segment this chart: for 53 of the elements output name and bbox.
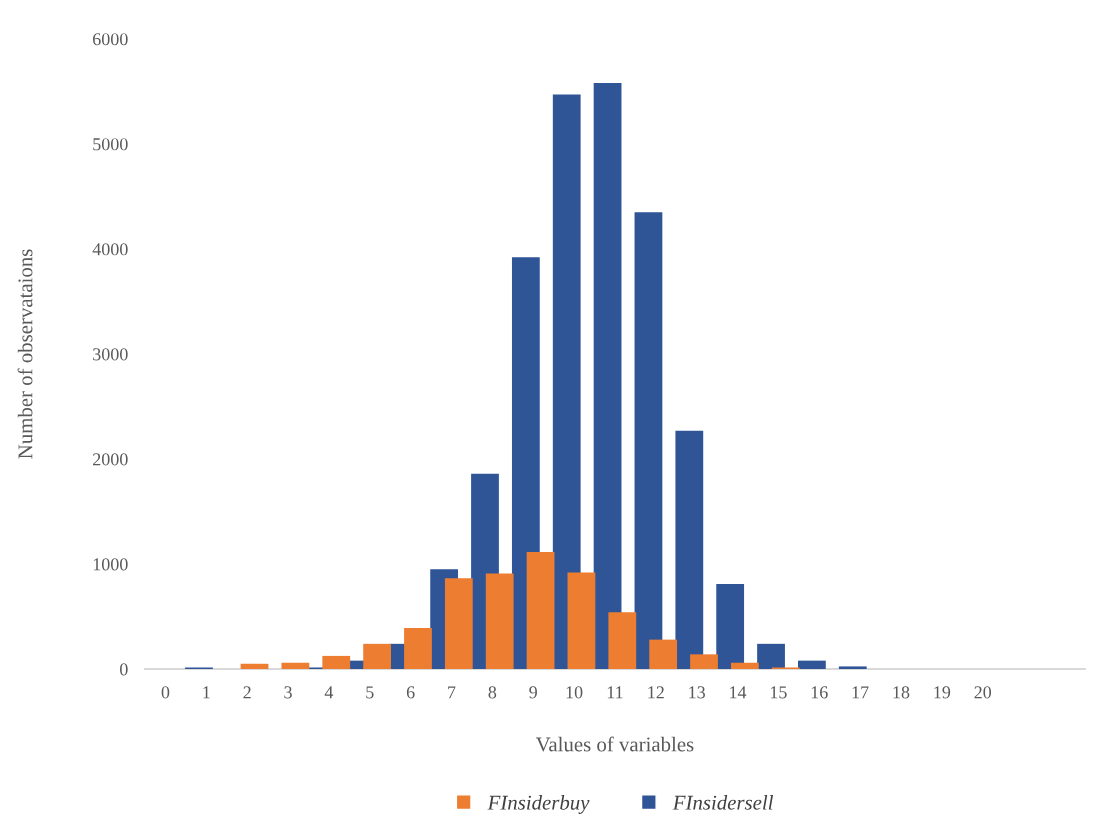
x-tick-label: 19 [934,686,951,699]
bar [690,654,718,670]
x-tick-label: 16 [811,686,828,699]
bar [363,643,392,670]
x-tick-label: 10 [566,686,583,699]
legend-label: FInsiderbuy [487,795,590,814]
x-tick-label: 4 [324,686,334,699]
bar [485,573,514,670]
x-tick-label: 9 [529,686,537,699]
x-tick-label: 18 [893,686,910,699]
legend-label: FInsidersell [672,795,774,810]
bar [730,662,759,670]
x-tick-label: 3 [284,686,292,699]
bar [322,655,351,670]
x-tick-label: 1 [203,686,210,699]
x-tick-label: 12 [648,686,664,699]
bar [798,660,826,670]
x-tick-label: 15 [770,686,787,699]
y-tick-label: 5000 [93,138,128,151]
x-tick-label: 6 [406,686,415,699]
bar [608,612,637,670]
bar [716,583,745,670]
y-axis-title: Number of observataions [17,249,33,459]
bar [757,643,785,670]
x-tick-label: 5 [366,686,374,699]
bar [567,572,596,670]
x-tick-label: 8 [488,686,497,699]
bar [675,430,704,670]
bar [634,212,663,670]
x-tick-label: 17 [852,686,869,699]
x-tick-label: 2 [243,686,251,699]
x-tick-label: 11 [607,686,623,699]
x-tick-label: 0 [161,686,170,699]
y-tick-label: 2000 [93,453,128,466]
bar [838,666,867,670]
x-tick-label: 7 [448,686,456,699]
bar [444,578,473,670]
y-tick-label: 0 [120,663,128,676]
y-tick-label: 1000 [93,558,128,571]
x-tick-label: 13 [689,686,705,699]
bar [240,663,269,670]
y-tick-label: 6000 [93,33,128,46]
bar [404,628,432,670]
bar [552,94,581,670]
y-tick-label: 4000 [92,243,128,256]
y-tick-label: 3000 [93,348,128,361]
bar [281,662,310,670]
bar [526,551,555,670]
x-tick-label: 14 [730,686,747,699]
bar [593,82,622,670]
x-tick-label: 20 [974,686,992,699]
x-axis-title: Values of variables [535,736,694,752]
bar [649,639,678,670]
